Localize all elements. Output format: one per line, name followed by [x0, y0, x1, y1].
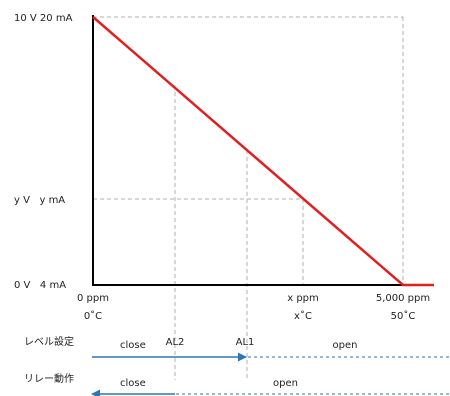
- x-label-start-temp: 0˚C: [84, 310, 102, 322]
- al2-label: AL2: [166, 337, 185, 348]
- al1-label: AL1: [236, 337, 255, 348]
- level-row-label: レベル設定: [24, 335, 74, 348]
- level-close-label: close: [120, 340, 146, 351]
- relay-open-label: open: [273, 378, 298, 389]
- x-label-start-ppm: 0 ppm: [77, 293, 109, 304]
- relay-row-label: リレー動作: [24, 372, 74, 385]
- series-line: [92, 16, 434, 287]
- x-label-end-ppm: 5,000 ppm: [376, 293, 430, 304]
- y-label-mid: y V y mA: [14, 195, 65, 206]
- level-open-label: open: [333, 340, 358, 351]
- x-label-mid-temp: x˚C: [294, 310, 312, 322]
- x-label-mid-ppm: x ppm: [287, 293, 319, 304]
- y-label-top: 10 V 20 mA: [14, 13, 73, 24]
- y-label-bottom: 0 V 4 mA: [14, 280, 66, 291]
- x-label-end-temp: 50˚C: [391, 310, 416, 322]
- relay-close-label: close: [120, 378, 146, 389]
- guide-lines: [93, 16, 404, 380]
